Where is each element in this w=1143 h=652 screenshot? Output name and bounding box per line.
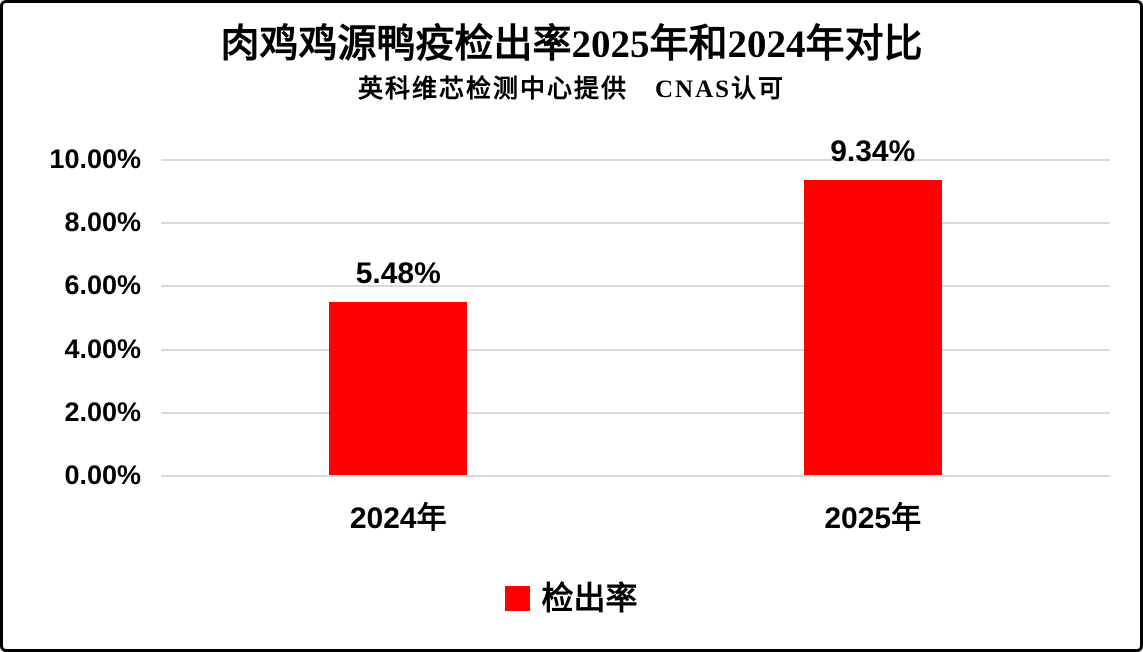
y-axis-tick-label: 2.00% bbox=[64, 396, 141, 427]
bar-value-label: 9.34% bbox=[830, 134, 916, 168]
plot-area: 5.48% 9.34% bbox=[161, 135, 1110, 477]
gridline bbox=[161, 411, 1110, 414]
x-axis-category-label: 2024年 bbox=[349, 502, 447, 535]
y-axis-tick-label: 0.00% bbox=[64, 460, 141, 490]
chart-title: 肉鸡鸡源鸭疫检出率2025年和2024年对比 bbox=[220, 23, 923, 66]
y-axis-tick-label: 10.00% bbox=[49, 144, 141, 174]
y-axis-tick-label: 8.00% bbox=[64, 207, 141, 238]
gridline bbox=[161, 348, 1110, 351]
x-axis-category-label: 2025年 bbox=[824, 502, 922, 535]
bar-value-label: 5.48% bbox=[355, 256, 441, 290]
chart-subtitle: 英科维芯检测中心提供 CNAS认可 bbox=[357, 76, 786, 103]
legend-label: 检出率 bbox=[541, 580, 638, 616]
gridline bbox=[161, 285, 1110, 288]
y-axis-tick-label: 6.00% bbox=[64, 270, 141, 301]
bar bbox=[329, 301, 468, 475]
y-axis-tick-label: 4.00% bbox=[64, 333, 141, 364]
gridline bbox=[161, 159, 1110, 161]
legend-red-square-swatch bbox=[505, 585, 531, 611]
gridline bbox=[161, 222, 1110, 225]
legend: 检出率 bbox=[3, 579, 1140, 617]
gridline bbox=[161, 475, 1110, 477]
bar bbox=[803, 179, 942, 475]
